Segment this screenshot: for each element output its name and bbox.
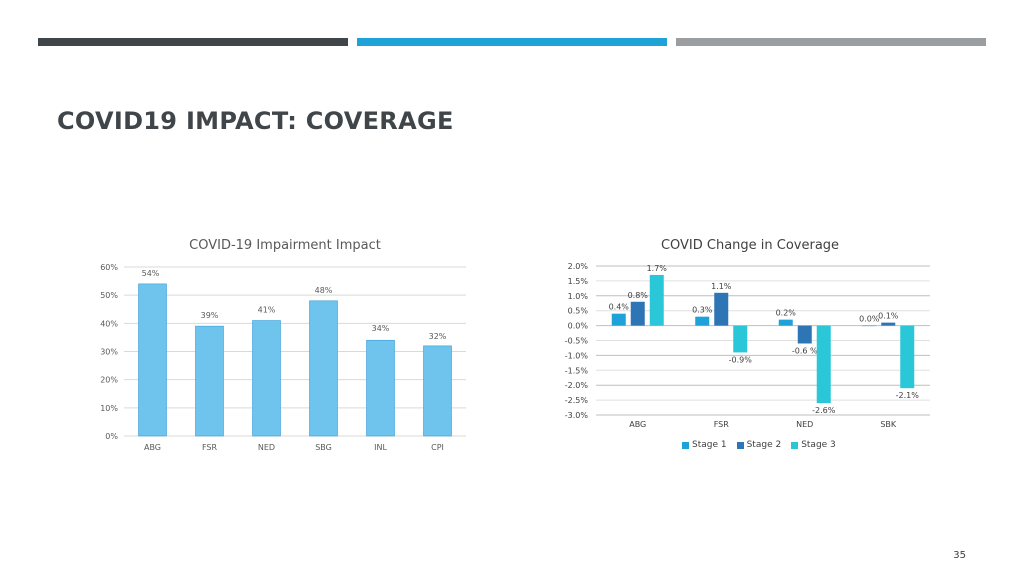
accent-bar-dark — [38, 38, 348, 46]
impact-ytick-label: 50% — [100, 291, 118, 300]
legend-label-stage1: Stage 1 — [692, 440, 727, 450]
coverage-data-label: 0.1% — [878, 312, 899, 321]
accent-bar-blue — [357, 38, 667, 46]
impact-data-label: 54% — [142, 269, 160, 278]
coverage-category-label: FSR — [714, 420, 730, 429]
legend-swatch-stage1 — [682, 441, 689, 449]
legend-item-stage2: Stage 2 — [736, 440, 782, 450]
coverage-data-label: -2.1% — [896, 391, 920, 400]
coverage-ytick-label: 0.5% — [568, 307, 589, 316]
coverage-bar — [816, 325, 831, 404]
impact-data-label: 32% — [429, 332, 447, 341]
coverage-data-label: 1.1% — [711, 282, 732, 291]
coverage-bar — [900, 325, 915, 389]
coverage-category-label: SBK — [880, 420, 897, 429]
impact-bar — [195, 325, 224, 437]
coverage-bar — [797, 325, 812, 344]
coverage-legend: Stage 1 Stage 2 Stage 3 — [682, 440, 836, 450]
coverage-ytick-label: 1.0% — [568, 292, 589, 301]
impact-bar — [252, 320, 281, 437]
coverage-ytick-label: -1.0% — [565, 351, 589, 360]
coverage-data-label: -0.6 % — [792, 346, 818, 355]
impact-category-label: CPI — [431, 443, 444, 452]
legend-item-stage1: Stage 1 — [682, 440, 727, 450]
impact-category-label: FSR — [202, 443, 218, 452]
impact-bar — [309, 300, 338, 437]
impact-ytick-label: 20% — [100, 376, 118, 385]
coverage-data-label: 1.7% — [647, 264, 668, 273]
legend-label-stage3: Stage 3 — [801, 440, 836, 450]
accent-bar-grey — [676, 38, 986, 46]
coverage-bar — [714, 292, 729, 326]
coverage-ytick-label: -2.5% — [565, 396, 589, 405]
impact-bar — [366, 339, 395, 437]
coverage-category-label: NED — [796, 420, 813, 429]
coverage-ytick-label: 2.0% — [568, 262, 589, 271]
impact-bar — [423, 345, 452, 437]
impact-ytick-label: 60% — [100, 263, 118, 272]
coverage-data-label: 0.4% — [609, 303, 630, 312]
coverage-category-label: ABG — [629, 420, 646, 429]
legend-label-stage2: Stage 2 — [746, 440, 782, 450]
legend-item-stage3: Stage 3 — [791, 440, 836, 450]
impact-ytick-label: 0% — [105, 432, 118, 441]
coverage-data-label: -0.9% — [729, 355, 753, 364]
legend-swatch-stage2 — [736, 441, 744, 449]
coverage-data-label: 0.2% — [776, 309, 797, 318]
coverage-data-label: 0.0% — [859, 315, 880, 324]
coverage-ytick-label: -0.5% — [565, 337, 589, 346]
coverage-ytick-label: 0.0% — [568, 322, 589, 331]
impact-data-label: 48% — [315, 286, 333, 295]
page-number: 35 — [953, 550, 966, 561]
coverage-bar — [649, 274, 664, 326]
impact-category-label: ABG — [144, 443, 161, 452]
coverage-bar — [862, 325, 877, 327]
coverage-bar — [881, 322, 896, 326]
coverage-bar — [695, 316, 710, 326]
coverage-bar — [630, 301, 645, 326]
coverage-bar — [611, 313, 626, 326]
coverage-data-label: 0.8% — [628, 291, 649, 300]
coverage-data-label: -2.6% — [812, 406, 836, 415]
coverage-data-label: 0.3% — [692, 306, 713, 315]
impact-bar — [138, 283, 167, 437]
coverage-ytick-label: 1.5% — [568, 277, 589, 286]
impact-ytick-label: 40% — [100, 319, 118, 328]
impact-data-label: 39% — [201, 311, 219, 320]
coverage-chart-title: COVID Change in Coverage — [660, 238, 840, 253]
legend-swatch-stage3 — [791, 441, 799, 449]
coverage-ytick-label: -3.0% — [565, 411, 589, 420]
impact-data-label: 41% — [258, 306, 276, 315]
coverage-ytick-label: -2.0% — [565, 381, 589, 390]
impact-data-label: 34% — [372, 324, 390, 333]
impact-category-label: INL — [374, 443, 387, 452]
impact-ytick-label: 10% — [100, 404, 118, 413]
coverage-ytick-label: -1.5% — [565, 366, 589, 375]
coverage-bar — [778, 319, 793, 326]
impairment-chart-title: COVID-19 Impairment Impact — [189, 238, 381, 253]
impact-ytick-label: 30% — [100, 348, 118, 357]
slide-title: COVID19 IMPACT: COVERAGE — [57, 107, 454, 135]
coverage-bar — [733, 325, 748, 353]
impact-category-label: NED — [258, 443, 275, 452]
impact-category-label: SBG — [315, 443, 332, 452]
